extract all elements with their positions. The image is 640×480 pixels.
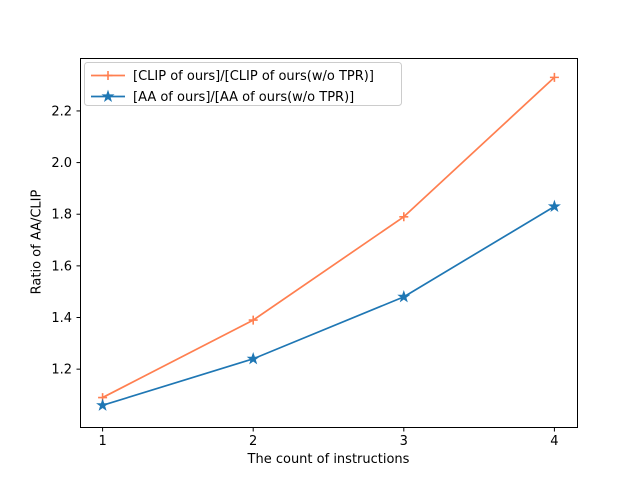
legend: [CLIP of ours]/[CLIP of ours(w/o TPR)] [A…	[84, 62, 402, 106]
legend-entry: [AA of ours]/[AA of ours(w/o TPR)]	[91, 89, 354, 105]
x-tick-label: 3	[400, 434, 408, 449]
star-marker-icon	[397, 290, 411, 303]
x-tick-label: 4	[550, 434, 558, 449]
plus-marker-icon	[399, 212, 409, 222]
y-axis-title: Ratio of AA/CLIP	[29, 189, 45, 295]
legend-entry: [CLIP of ours]/[CLIP of ours(w/o TPR)]	[91, 69, 374, 84]
y-tick-label: 1.4	[51, 311, 72, 326]
star-marker-icon	[96, 398, 110, 411]
series-line	[101, 205, 556, 407]
series-0	[98, 72, 559, 403]
y-tick-label: 1.2	[51, 363, 72, 378]
plus-marker-icon	[103, 71, 113, 80]
star-marker-icon	[547, 199, 561, 213]
legend-label: [CLIP of ours]/[CLIP of ours(w/o TPR)]	[133, 69, 374, 84]
series-1	[96, 199, 561, 411]
x-axis-title: The count of instructions	[247, 452, 410, 467]
y-tick-label: 2.0	[51, 156, 72, 171]
legend-label: [AA of ours]/[AA of ours(w/o TPR)]	[133, 90, 354, 105]
plot-border	[80, 58, 578, 428]
plus-marker-icon	[549, 72, 559, 82]
y-tick-label: 2.2	[51, 104, 72, 119]
y-tick-label: 1.6	[51, 259, 72, 274]
series-line	[101, 76, 556, 399]
x-tick-label: 1	[98, 434, 106, 449]
x-tick-label: 2	[249, 434, 257, 449]
y-tick-label: 1.8	[51, 208, 72, 223]
star-marker-icon	[246, 351, 260, 365]
legend-box	[84, 62, 402, 106]
plus-marker-icon	[248, 315, 258, 325]
star-marker-icon	[101, 89, 115, 103]
